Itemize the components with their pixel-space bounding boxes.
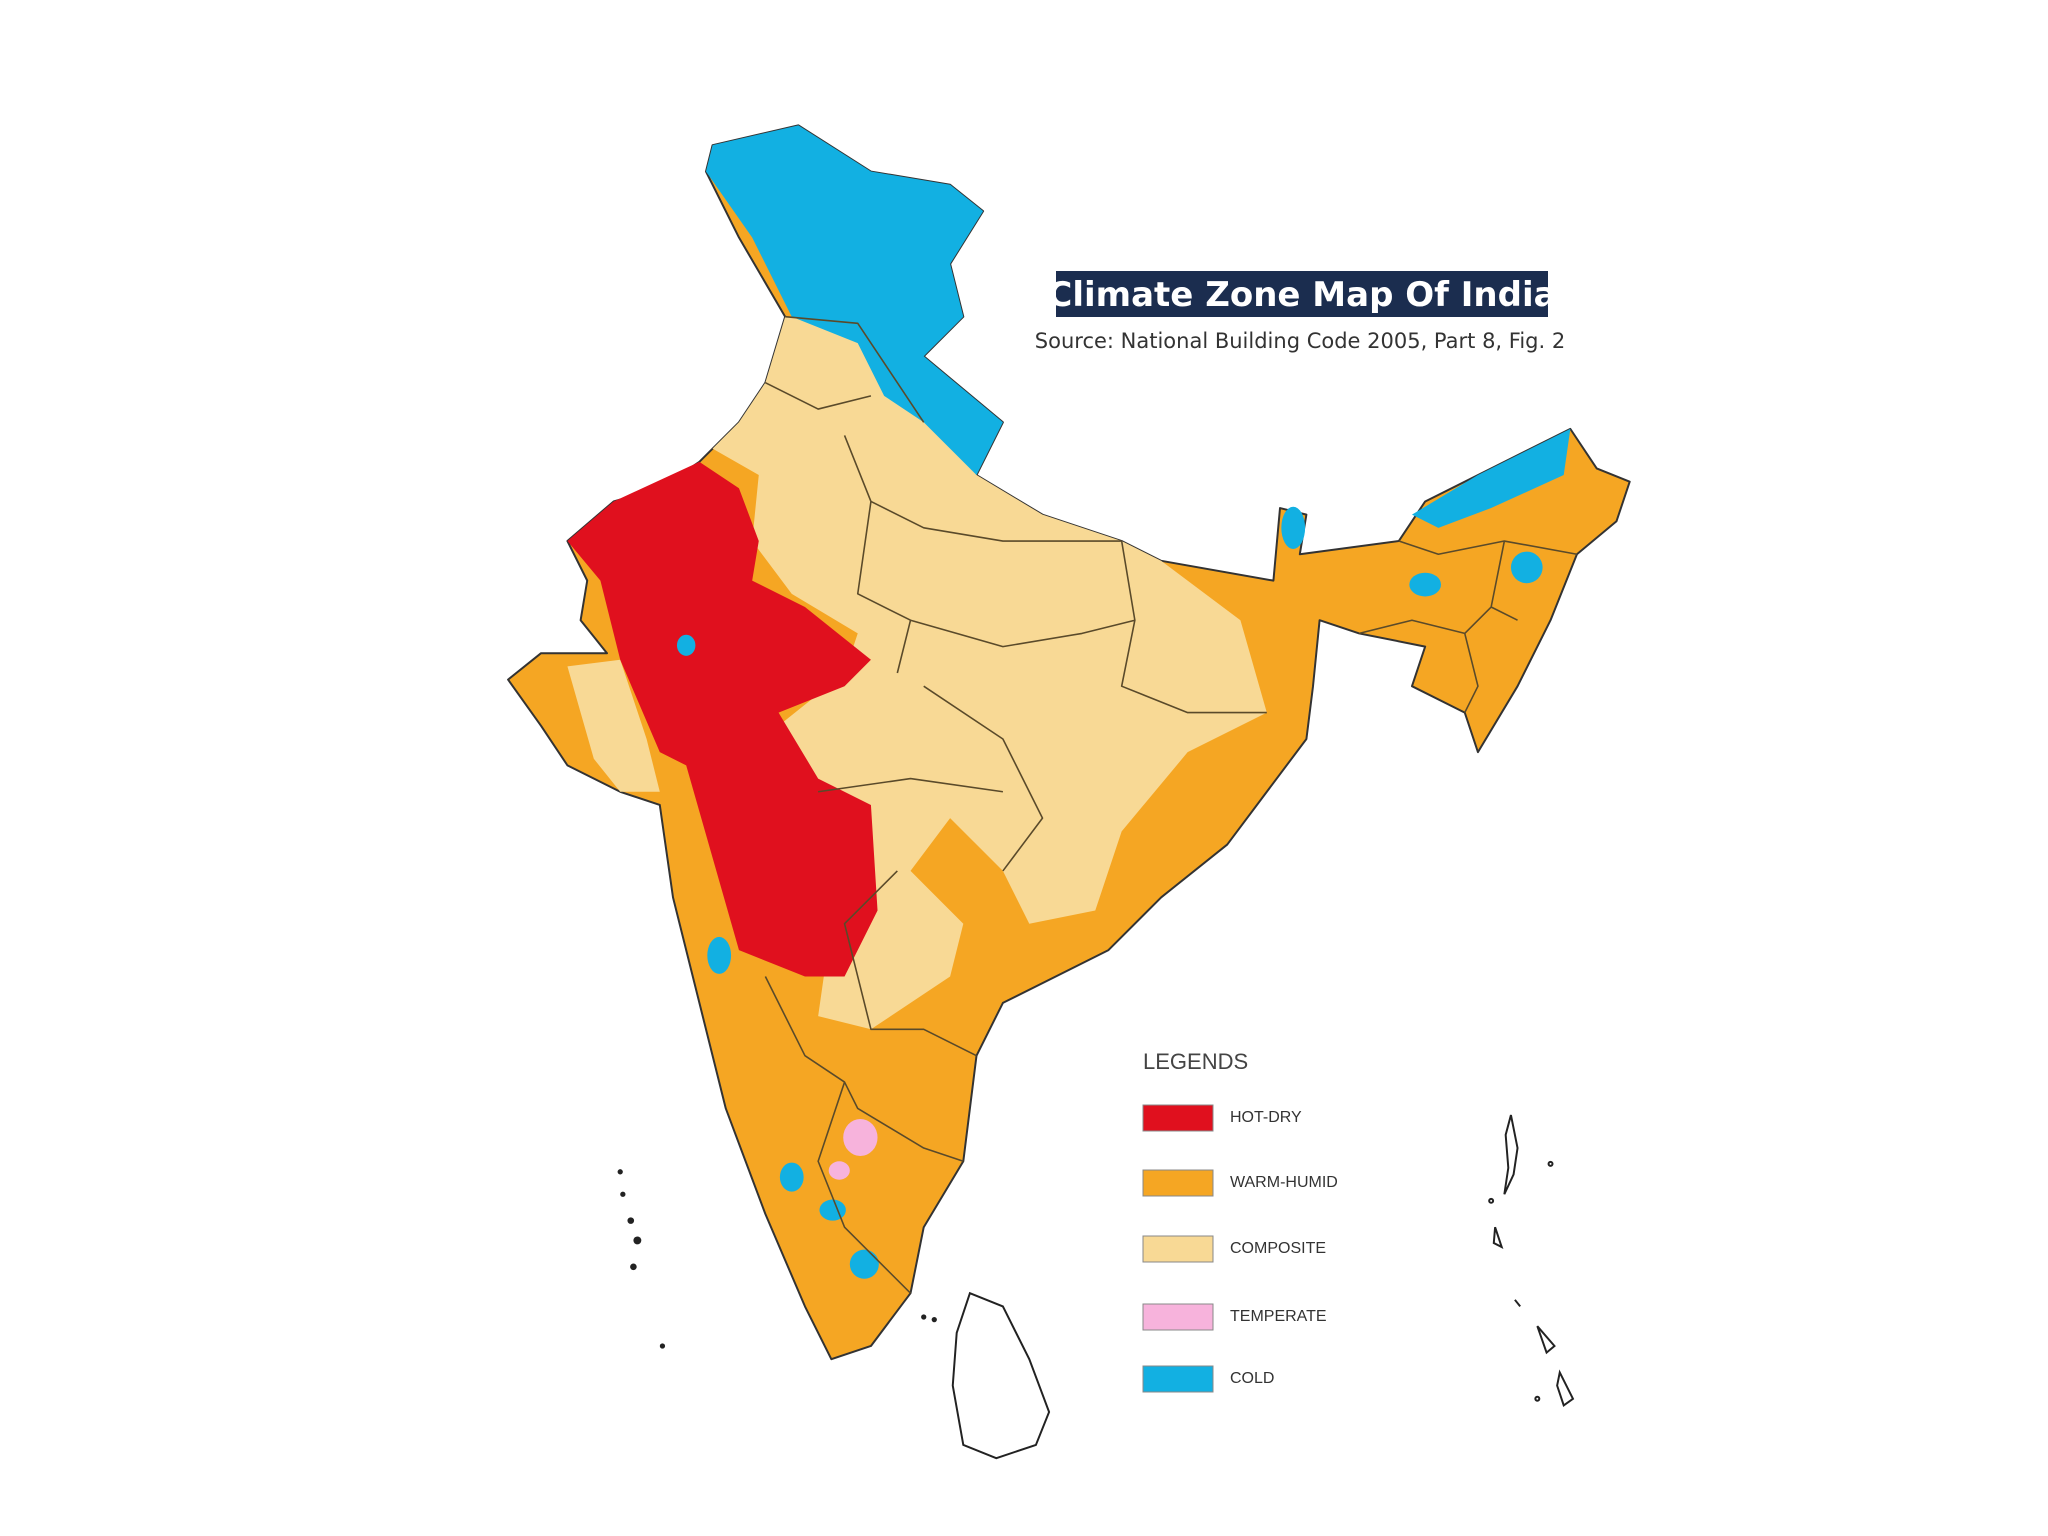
- zone-cold: [1510, 551, 1543, 584]
- zone-hot-dry: [567, 461, 878, 977]
- zone-cold: [676, 634, 696, 656]
- zone-composite: [712, 316, 1267, 1030]
- zone-cold: [707, 936, 732, 974]
- legend: LEGENDS HOT-DRY WARM-HUMID COMPOSITE TEMPER…: [1142, 1049, 1338, 1393]
- legend-label: WARM-HUMID: [1230, 1174, 1338, 1191]
- state-border: [764, 315, 1267, 1294]
- legend-swatch: [1142, 1235, 1214, 1263]
- zone-cold: [1411, 428, 1571, 528]
- zone-cold: [779, 1162, 804, 1192]
- source: Source: National Building Code 2005, Par…: [1035, 329, 1565, 353]
- legend-label: COLD: [1230, 1370, 1274, 1387]
- legend-swatch: [1142, 1169, 1214, 1197]
- zone-cold: [705, 125, 1003, 476]
- zone-cold: [1281, 506, 1306, 549]
- legend-swatch: [1142, 1303, 1214, 1331]
- legend-heading: LEGENDS: [1143, 1049, 1248, 1074]
- title: Climate Zone Map Of India: [1047, 275, 1556, 315]
- legend-label: TEMPERATE: [1230, 1308, 1327, 1325]
- andaman-islands: [1488, 1114, 1575, 1407]
- zone-temperate: [843, 1119, 878, 1156]
- islands: [617, 1169, 937, 1349]
- zone-composite: [567, 659, 660, 792]
- title-background: [1056, 271, 1548, 317]
- legend-swatch: [1142, 1365, 1214, 1393]
- zone-cold: [1409, 572, 1442, 597]
- legend-label: HOT-DRY: [1230, 1109, 1302, 1126]
- legend-label: COMPOSITE: [1230, 1240, 1326, 1257]
- sri-lanka: [951, 1291, 1051, 1460]
- zone-cold: [819, 1199, 846, 1221]
- state-border: [1358, 540, 1578, 713]
- legend-swatch: [1142, 1104, 1214, 1132]
- zone-temperate: [828, 1161, 850, 1180]
- zone-cold: [849, 1249, 879, 1279]
- india-map: [507, 124, 1631, 1460]
